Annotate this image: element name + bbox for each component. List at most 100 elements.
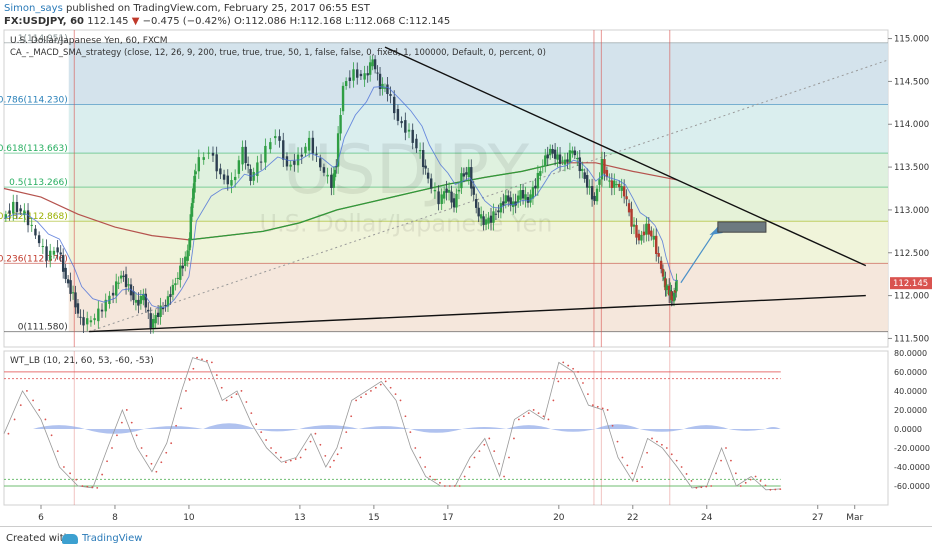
x-tick-label: 20 (553, 513, 565, 523)
candle-body (553, 149, 557, 159)
projection-box (717, 221, 767, 233)
wt2-dot (101, 473, 104, 476)
candle-body (336, 133, 340, 167)
candle-body (593, 195, 596, 202)
wt-histogram (765, 427, 781, 429)
candle-body (69, 280, 72, 294)
wt2-dot (690, 480, 693, 482)
candle-body (642, 231, 646, 236)
wt-histogram (410, 428, 463, 433)
candle-body (219, 168, 222, 175)
candle-body (675, 279, 678, 292)
candle-body (89, 320, 93, 323)
candle-body (269, 142, 272, 150)
candle-body (645, 223, 648, 235)
wt2-dot (314, 432, 317, 435)
candle-body (86, 318, 89, 325)
candle-body (605, 169, 609, 178)
candle-body (526, 197, 530, 203)
candle-body (144, 293, 147, 308)
candle-body (598, 179, 601, 185)
wt2-dot (360, 396, 362, 399)
candle-body (74, 292, 77, 308)
candle-body (147, 309, 150, 312)
wt-y-tick-label: 80.0000 (894, 349, 927, 358)
candle-body (655, 235, 658, 254)
wt2-dot (86, 485, 89, 488)
candle-body (19, 208, 22, 212)
publish-text: published on TradingView.com, February 2… (65, 3, 370, 14)
wt2-dot (700, 486, 703, 489)
wt2-dot (299, 456, 302, 459)
candle-body (230, 180, 233, 186)
wt2-dot (180, 407, 182, 410)
wt2-dot (120, 421, 123, 424)
fib-band (68, 263, 889, 332)
indicator-pane[interactable]: 80.0000 60.0000 40.0000 20.0000 0.0000 -20.00… (3, 349, 930, 506)
candle-body (326, 174, 329, 177)
wt2-dot (478, 450, 481, 453)
wt2-dot (394, 393, 397, 395)
wt2-dot (201, 358, 203, 361)
wt2-dot (135, 434, 138, 437)
wt2-dot (503, 475, 505, 478)
candle-body (211, 152, 215, 156)
wt-histogram (32, 425, 85, 429)
candle-body (551, 149, 554, 154)
wt2-dot (458, 485, 461, 487)
price-pane[interactable]: 1(114.951) 0.786(114.230) 0.618(113.663) 0.… (0, 29, 932, 348)
wt2-dot (192, 367, 195, 370)
price-tag-bg (890, 277, 932, 290)
wt2-dot (206, 359, 208, 362)
wt2-dot (345, 431, 348, 434)
candle-body (531, 187, 535, 199)
candle-body (625, 196, 628, 200)
candle-body (492, 211, 495, 223)
wt2-dot (769, 488, 772, 491)
candle-body (23, 210, 26, 216)
wt2-dot (44, 418, 47, 421)
fib-level-label: 0.786(114.230) (0, 96, 68, 106)
candle-body (82, 317, 85, 326)
brand-link[interactable]: TradingView (82, 533, 143, 544)
candle-body (415, 138, 418, 149)
candle-body (189, 214, 192, 240)
wt2-dot (527, 412, 530, 415)
ohlc-low: L:112.068 (345, 16, 396, 27)
candle-body (418, 150, 422, 152)
ema-fast-line (3, 86, 678, 309)
ohlc-high: H:112.168 (289, 16, 342, 27)
candle-body (61, 255, 65, 272)
wt-histogram (550, 428, 596, 432)
wt2-dot (695, 486, 698, 489)
candle-body (494, 213, 498, 215)
wt2-dot (734, 472, 737, 475)
chart-svg[interactable]: 1(114.951) 0.786(114.230) 0.618(113.663) 0.… (0, 0, 932, 526)
wt2-dot (508, 456, 510, 459)
candle-body (588, 186, 591, 188)
wt2-dot (374, 386, 377, 389)
candle-body (576, 157, 579, 160)
candle-body (174, 283, 177, 286)
wt2-dot (319, 443, 322, 446)
publish-line: Simon_says published on TradingView.com,… (4, 3, 370, 14)
wt2-dot (91, 486, 94, 489)
candle-body (519, 190, 522, 200)
candle-body (215, 154, 218, 172)
x-tick-label: Mar (846, 513, 863, 523)
wt-y-tick-label: 20.0000 (894, 406, 927, 415)
candle-body (315, 153, 318, 155)
candle-body (52, 250, 56, 255)
time-axis[interactable]: 6 8 10 13 15 17 20 22 24 27 Mar (38, 505, 863, 523)
wt2-dot (106, 460, 108, 463)
author-link[interactable]: Simon_says (4, 3, 63, 14)
candle-body (524, 194, 527, 200)
candle-body (12, 201, 15, 214)
candle-body (66, 279, 70, 284)
wt2-dot (517, 418, 520, 421)
candle-body (222, 174, 226, 180)
wt2-dot (730, 459, 732, 462)
candle-body (192, 188, 195, 203)
footer: Created with TradingView (0, 526, 932, 550)
candle-body (487, 217, 490, 224)
